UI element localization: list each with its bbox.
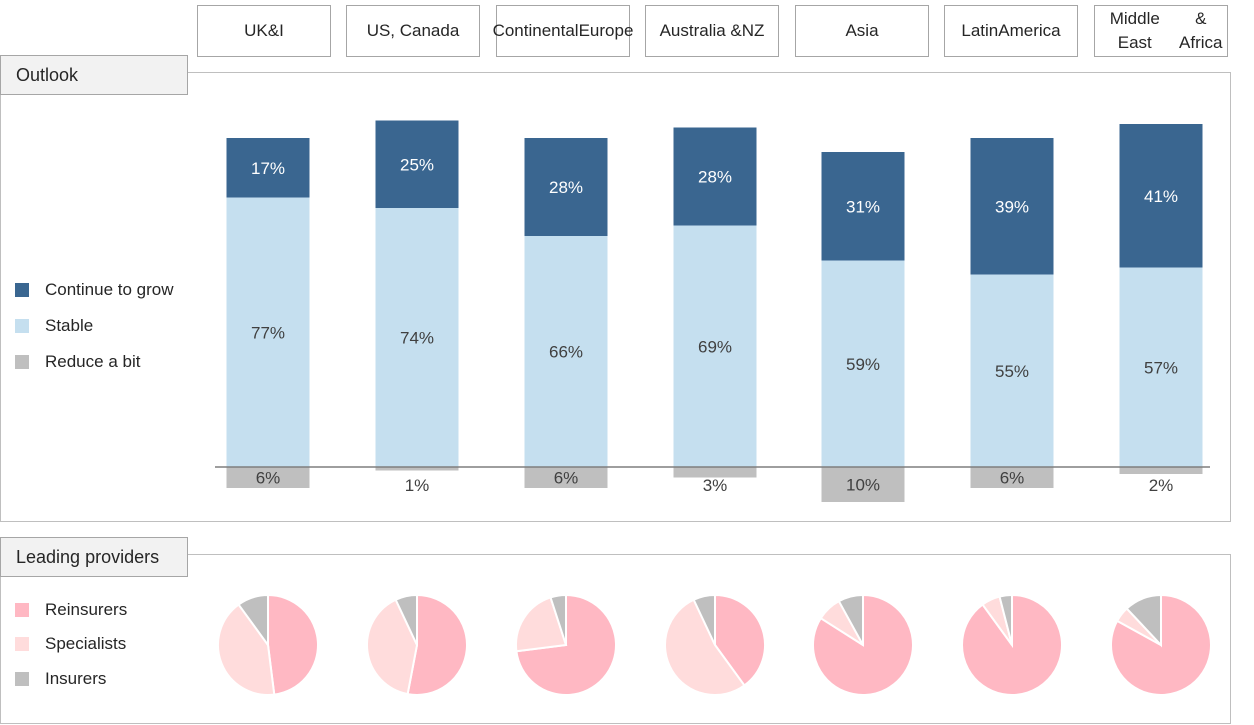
legend-label-reinsurers: Reinsurers (45, 600, 128, 619)
outlook-panel (0, 72, 1231, 522)
region-header-line: Latin (961, 21, 999, 40)
legend-item-reinsurers: Reinsurers (15, 600, 127, 620)
legend-swatch-reinsurers (15, 603, 29, 617)
outlook-title: Outlook (0, 55, 188, 95)
region-header-line: America (998, 21, 1061, 40)
region-header-line: UK&I (244, 21, 284, 40)
region-header-line: NZ (741, 21, 765, 40)
legend-swatch-specialists (15, 637, 29, 651)
region-header-line: Europe (578, 21, 634, 40)
legend-label-stable: Stable (45, 316, 94, 335)
legend-swatch-insurers (15, 672, 29, 686)
legend-item-stable: Stable (15, 316, 93, 336)
region-header-line: Australia & (659, 21, 742, 40)
region-header-asia: Asia (795, 5, 929, 57)
legend-label-reduce: Reduce a bit (45, 352, 141, 371)
legend-label-specialists: Specialists (45, 634, 127, 653)
region-header-line: & Africa (1179, 9, 1223, 52)
providers-panel (0, 554, 1231, 724)
legend-item-specialists: Specialists (15, 634, 126, 654)
legend-label-grow: Continue to grow (45, 280, 174, 299)
legend-label-insurers: Insurers (45, 669, 107, 688)
region-header-line: US, Canada (366, 21, 460, 40)
legend-swatch-grow (15, 283, 29, 297)
region-header-latin-america: Latin America (944, 5, 1078, 57)
legend-swatch-stable (15, 319, 29, 333)
providers-title: Leading providers (0, 537, 188, 577)
region-header-line: Continental (492, 21, 579, 40)
region-header-line: Asia (845, 21, 879, 40)
region-header-us-canada: US, Canada (346, 5, 480, 57)
legend-item-insurers: Insurers (15, 669, 106, 689)
region-header-australia-nz: Australia & NZ (645, 5, 779, 57)
region-header-line: Middle East (1109, 9, 1160, 52)
legend-item-grow: Continue to grow (15, 280, 174, 300)
legend-item-reduce: Reduce a bit (15, 352, 140, 372)
region-header-middle-east-africa: Middle East & Africa (1094, 5, 1228, 57)
legend-swatch-reduce (15, 355, 29, 369)
region-header-uki: UK&I (197, 5, 331, 57)
region-header-continental-europe: Continental Europe (492, 5, 633, 57)
